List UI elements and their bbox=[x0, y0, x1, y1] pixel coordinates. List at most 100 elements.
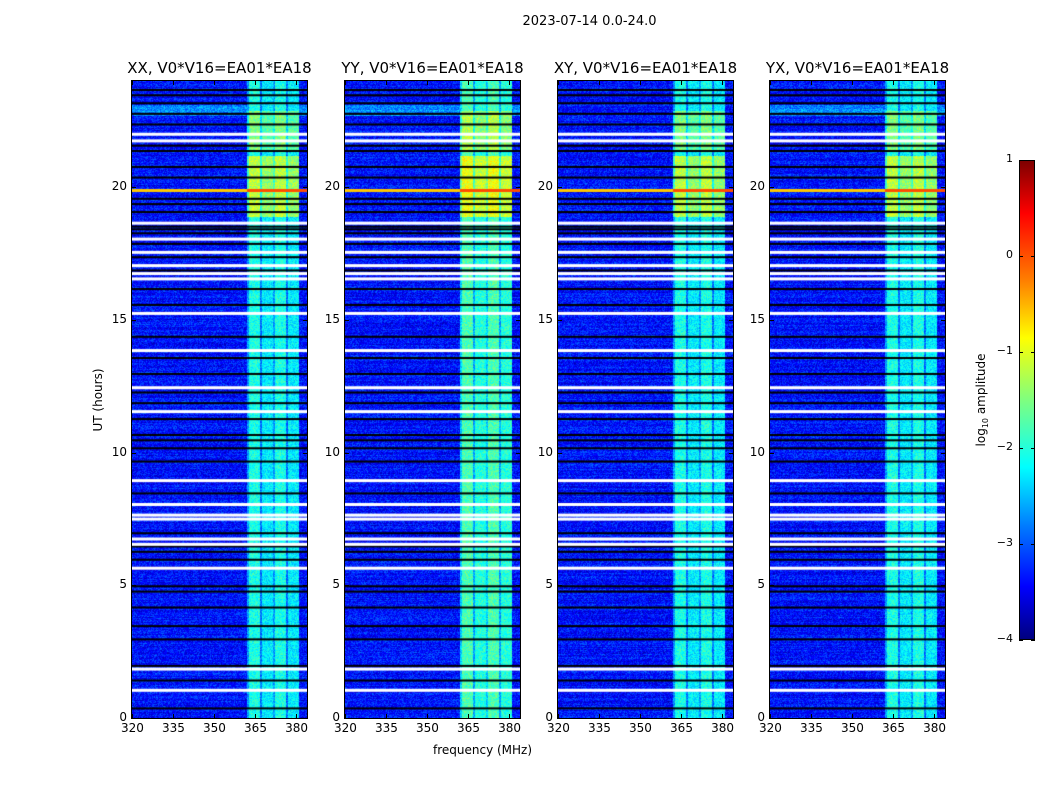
x-tick-mark bbox=[386, 81, 388, 85]
y-tick-label: 0 bbox=[757, 710, 765, 724]
y-tick-label: 20 bbox=[537, 179, 553, 194]
y-tick-label: 5 bbox=[332, 577, 340, 592]
x-tick-label: 335 bbox=[800, 721, 823, 735]
colorbar bbox=[1019, 160, 1035, 640]
x-tick-label: 365 bbox=[457, 721, 480, 735]
x-tick-mark bbox=[173, 81, 175, 85]
colorbar-tick-label: −4 bbox=[996, 632, 1013, 645]
y-tick-mark bbox=[516, 585, 520, 587]
y-tick-label: 15 bbox=[537, 311, 553, 326]
y-tick-mark bbox=[303, 585, 307, 587]
x-tick-mark bbox=[558, 714, 559, 718]
x-tick-label: 320 bbox=[759, 721, 782, 735]
x-tick-label: 365 bbox=[670, 721, 693, 735]
y-tick-mark bbox=[770, 452, 774, 454]
colorbar-tick-label: −1 bbox=[996, 344, 1013, 357]
x-tick-mark bbox=[852, 714, 854, 718]
y-tick-mark bbox=[132, 187, 136, 189]
y-tick-mark bbox=[516, 718, 520, 719]
x-tick-label: 350 bbox=[203, 721, 226, 735]
y-tick-label: 0 bbox=[545, 710, 553, 724]
x-tick-label: 350 bbox=[629, 721, 652, 735]
x-tick-mark bbox=[345, 714, 346, 718]
y-tick-mark bbox=[132, 452, 136, 454]
x-tick-mark bbox=[934, 81, 936, 85]
y-tick-label: 20 bbox=[111, 179, 127, 194]
x-tick-mark bbox=[173, 714, 175, 718]
heatmap-image bbox=[132, 81, 307, 718]
y-tick-mark bbox=[345, 319, 349, 321]
x-tick-label: 380 bbox=[711, 721, 734, 735]
colorbar-tick-mark bbox=[1031, 352, 1035, 353]
x-tick-mark bbox=[770, 81, 771, 85]
x-tick-mark bbox=[132, 81, 133, 85]
y-tick-mark bbox=[770, 585, 774, 587]
y-tick-mark bbox=[303, 718, 307, 719]
x-tick-label: 365 bbox=[244, 721, 267, 735]
panel-title: XY, V0*V16=EA01*EA18 bbox=[553, 59, 738, 77]
y-tick-mark bbox=[558, 319, 562, 321]
y-tick-mark bbox=[729, 452, 733, 454]
y-tick-mark bbox=[770, 319, 774, 321]
x-tick-mark bbox=[214, 714, 216, 718]
heatmap-image bbox=[558, 81, 733, 718]
y-tick-mark bbox=[558, 718, 562, 719]
colorbar-tick-mark bbox=[1031, 640, 1035, 641]
x-tick-label: 320 bbox=[547, 721, 570, 735]
y-tick-mark bbox=[729, 319, 733, 321]
y-tick-mark bbox=[729, 187, 733, 189]
y-tick-mark bbox=[303, 319, 307, 321]
y-tick-mark bbox=[558, 187, 562, 189]
y-tick-mark bbox=[558, 452, 562, 454]
x-tick-mark bbox=[811, 81, 813, 85]
colorbar-tick-label: 1 bbox=[1006, 152, 1013, 165]
x-tick-mark bbox=[296, 81, 298, 85]
x-tick-mark bbox=[296, 714, 298, 718]
panel-title: XX, V0*V16=EA01*EA18 bbox=[127, 59, 312, 77]
colorbar-tick-mark bbox=[1019, 160, 1023, 161]
colorbar-tick-mark bbox=[1019, 352, 1023, 353]
y-tick-mark bbox=[729, 718, 733, 719]
x-tick-mark bbox=[893, 81, 895, 85]
x-tick-label: 335 bbox=[375, 721, 398, 735]
colorbar-tick-mark bbox=[1019, 640, 1023, 641]
x-tick-label: 350 bbox=[416, 721, 439, 735]
y-tick-mark bbox=[941, 319, 945, 321]
y-tick-mark bbox=[303, 187, 307, 189]
x-tick-mark bbox=[468, 81, 470, 85]
x-tick-mark bbox=[427, 81, 429, 85]
y-tick-label: 10 bbox=[111, 444, 127, 459]
colorbar-tick-mark bbox=[1031, 448, 1035, 449]
x-axis-label: frequency (MHz) bbox=[433, 743, 533, 757]
x-tick-mark bbox=[640, 714, 642, 718]
x-tick-mark bbox=[255, 81, 257, 85]
y-tick-mark bbox=[132, 319, 136, 321]
y-tick-mark bbox=[941, 187, 945, 189]
y-tick-mark bbox=[770, 718, 774, 719]
y-tick-mark bbox=[345, 585, 349, 587]
x-tick-mark bbox=[132, 714, 133, 718]
x-tick-mark bbox=[255, 714, 257, 718]
y-tick-mark bbox=[345, 187, 349, 189]
x-tick-label: 380 bbox=[923, 721, 946, 735]
y-tick-mark bbox=[516, 452, 520, 454]
x-tick-label: 365 bbox=[882, 721, 905, 735]
x-tick-mark bbox=[386, 714, 388, 718]
x-tick-label: 335 bbox=[162, 721, 185, 735]
y-tick-mark bbox=[345, 452, 349, 454]
y-tick-label: 15 bbox=[324, 311, 340, 326]
heatmap-panel-3 bbox=[557, 80, 734, 719]
x-tick-mark bbox=[681, 714, 683, 718]
y-tick-mark bbox=[516, 319, 520, 321]
x-tick-mark bbox=[770, 714, 771, 718]
y-tick-label: 10 bbox=[749, 444, 765, 459]
colorbar-tick-mark bbox=[1019, 448, 1023, 449]
colorbar-tick-label: −3 bbox=[996, 536, 1013, 549]
x-tick-mark bbox=[852, 81, 854, 85]
heatmap-panel-1 bbox=[131, 80, 308, 719]
x-tick-mark bbox=[509, 81, 511, 85]
colorbar-tick-mark bbox=[1019, 544, 1023, 545]
y-tick-mark bbox=[303, 452, 307, 454]
colorbar-tick-mark bbox=[1019, 256, 1023, 257]
